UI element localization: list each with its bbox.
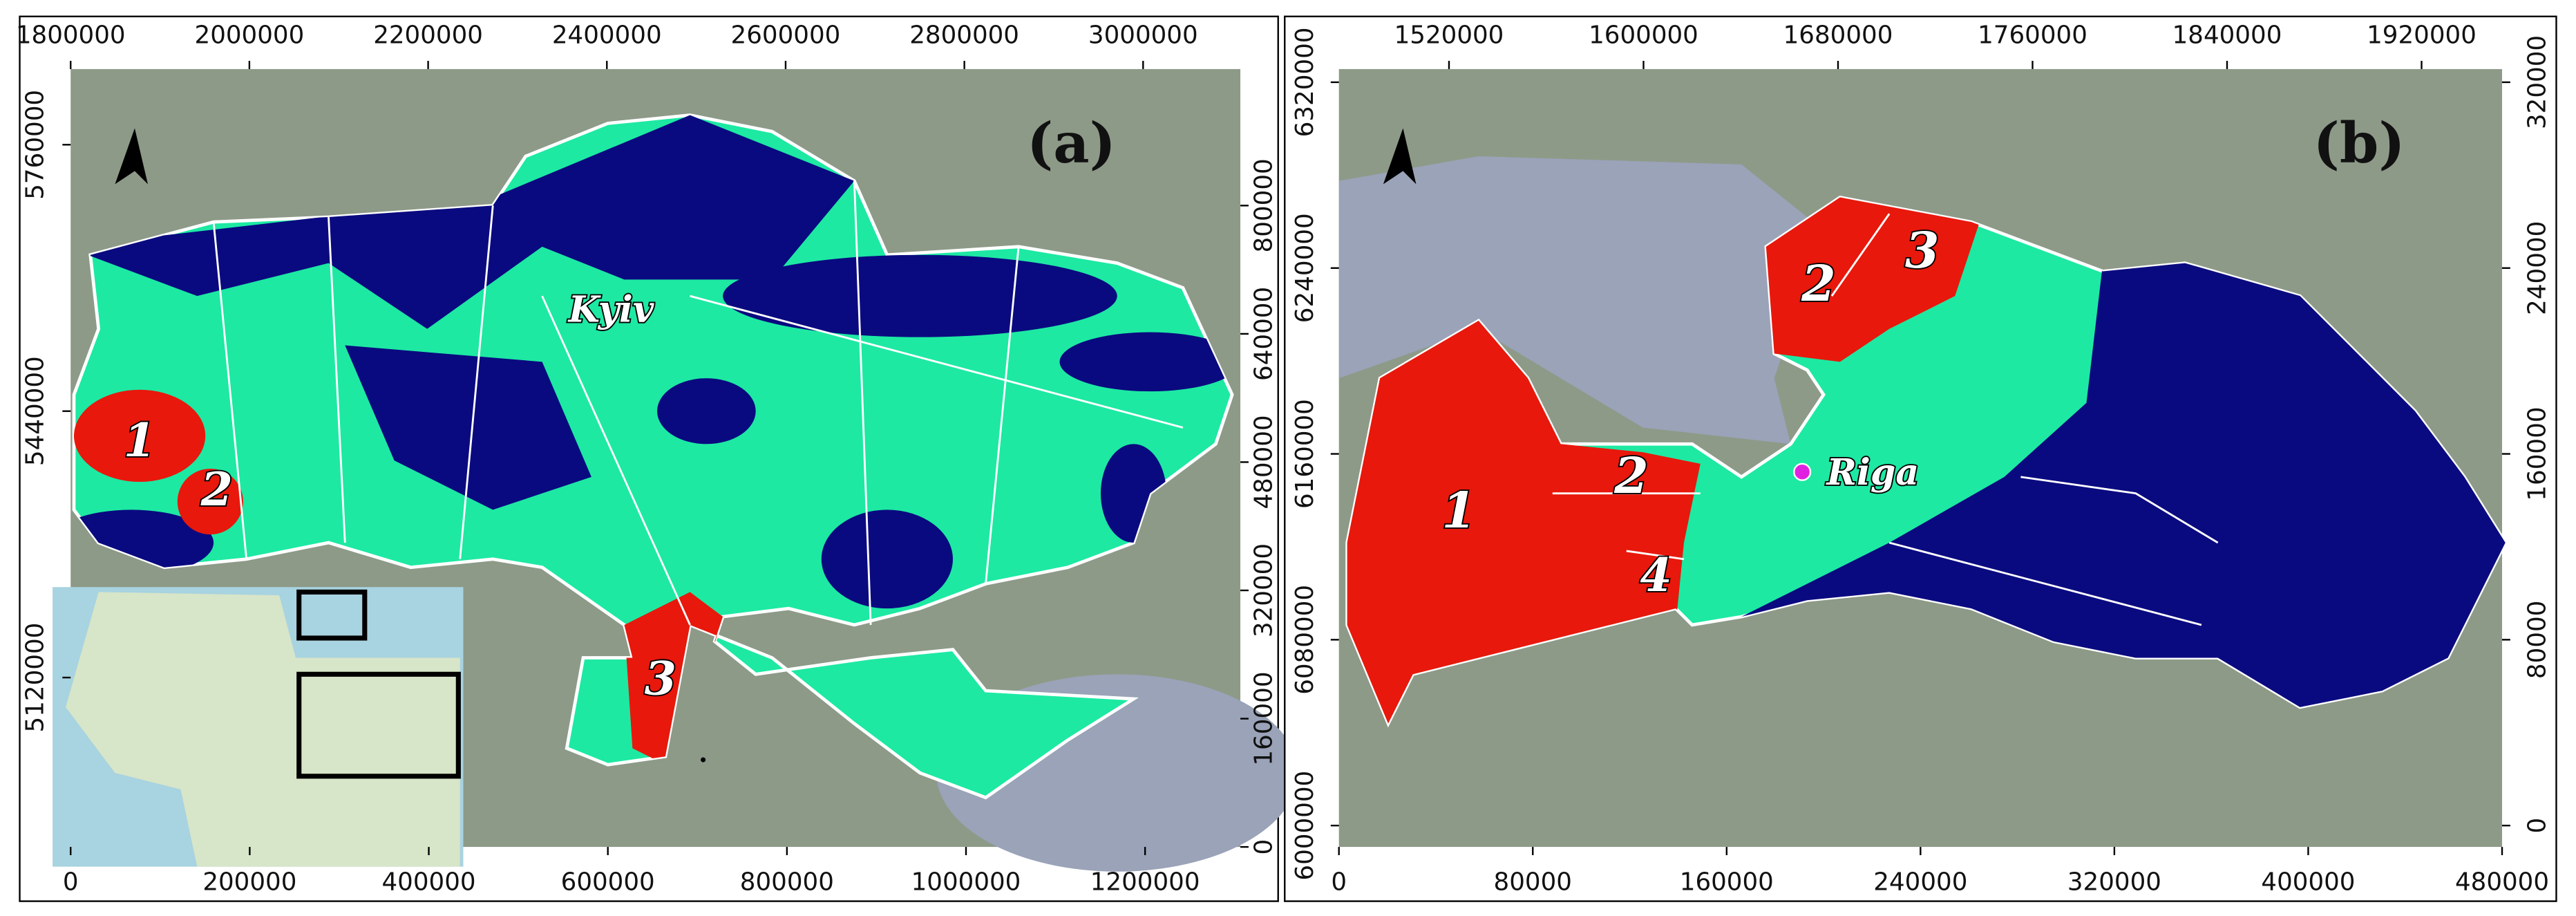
x-tick-label: 1800000 [16, 21, 126, 49]
marker [701, 757, 706, 763]
x-tick-label: 2800000 [909, 21, 1019, 49]
city-marker [1793, 462, 1812, 481]
y-tick-label: 320000 [2523, 35, 2551, 129]
sea [1338, 156, 1824, 445]
city-label: Kyiv [567, 288, 654, 330]
x-tick-label: 200000 [202, 868, 296, 896]
x-tick-label: 2000000 [195, 21, 305, 49]
y-tick-label: 240000 [2523, 221, 2551, 315]
y-tick-label: 0 [2523, 818, 2551, 834]
zones [73, 115, 1233, 609]
y-tick-label: 6080000 [1291, 585, 1319, 695]
y-tick-label: 160000 [1250, 671, 1278, 765]
y-tick-label: 160000 [2523, 406, 2551, 501]
city-label: Riga [1826, 451, 1920, 494]
region-label: 1 [124, 413, 155, 467]
borders [212, 180, 1184, 626]
y-tick-label: 6000000 [1291, 771, 1319, 881]
x-tick-label: 1520000 [1394, 21, 1504, 49]
y-tick-label: 5120000 [21, 623, 49, 733]
region-label: 3 [645, 651, 676, 706]
x-tick-label: 1000000 [911, 868, 1021, 896]
x-tick-label: 800000 [740, 868, 834, 896]
high-zones [73, 389, 723, 765]
y-tick-label: 5760000 [21, 90, 49, 200]
region-label: 1 [1441, 481, 1476, 539]
borders [1552, 213, 2219, 626]
x-tick-label: 0 [63, 868, 79, 896]
y-tick-label: 6160000 [1291, 399, 1319, 509]
y-tick-label: 6240000 [1291, 213, 1319, 323]
x-tick-label: 2400000 [552, 21, 662, 49]
region-label: 4 [1640, 548, 1671, 602]
y-tick-label: 480000 [1250, 415, 1278, 509]
x-tick-label: 2200000 [373, 21, 483, 49]
x-tick-label: 400000 [2261, 868, 2355, 896]
region-label: 2 [1801, 254, 1836, 312]
y-tick-label: 320000 [1250, 543, 1278, 637]
panel-label: (a) [1027, 111, 1116, 176]
labels: (a) (b) Kyiv Riga 1 2 3 1 2 4 2 3 [122, 111, 2405, 707]
x-tick-label: 160000 [1680, 868, 1774, 896]
x-tick-label: 3000000 [1088, 21, 1198, 49]
region-label: 2 [200, 462, 233, 516]
y-tick-label: 0 [1250, 839, 1278, 855]
panel-b [1284, 15, 2557, 902]
x-tick-label: 1600000 [1589, 21, 1698, 49]
x-tick-label: 1680000 [1783, 21, 1893, 49]
x-tick-label: 1200000 [1090, 868, 1200, 896]
x-tick-label: 480000 [2455, 868, 2549, 896]
region-label: 2 [1613, 447, 1649, 505]
y-tick-label: 5440000 [21, 356, 49, 466]
x-tick-label: 80000 [1494, 868, 1572, 896]
region-label: 3 [1905, 221, 1940, 279]
y-tick-label: 80000 [2523, 601, 2551, 679]
x-tick-label: 400000 [381, 868, 475, 896]
north-arrow [115, 128, 148, 185]
x-tick-label: 0 [1331, 868, 1347, 896]
panel-label: (b) [2313, 111, 2405, 176]
y-tick-label: 640000 [1250, 287, 1278, 381]
inset-map [53, 587, 464, 867]
y-tick-label: 800000 [1250, 158, 1278, 252]
x-tick-label: 1920000 [2367, 21, 2476, 49]
x-tick-label: 2600000 [731, 21, 841, 49]
north-arrow [1383, 128, 1417, 185]
x-tick-label: 240000 [1873, 868, 1967, 896]
x-tick-label: 600000 [561, 868, 655, 896]
x-tick-label: 1760000 [1978, 21, 2087, 49]
x-tick-label: 320000 [2067, 868, 2161, 896]
x-tick-label: 1840000 [2172, 21, 2282, 49]
panel-a [19, 15, 1298, 902]
y-tick-label: 6320000 [1291, 28, 1319, 138]
